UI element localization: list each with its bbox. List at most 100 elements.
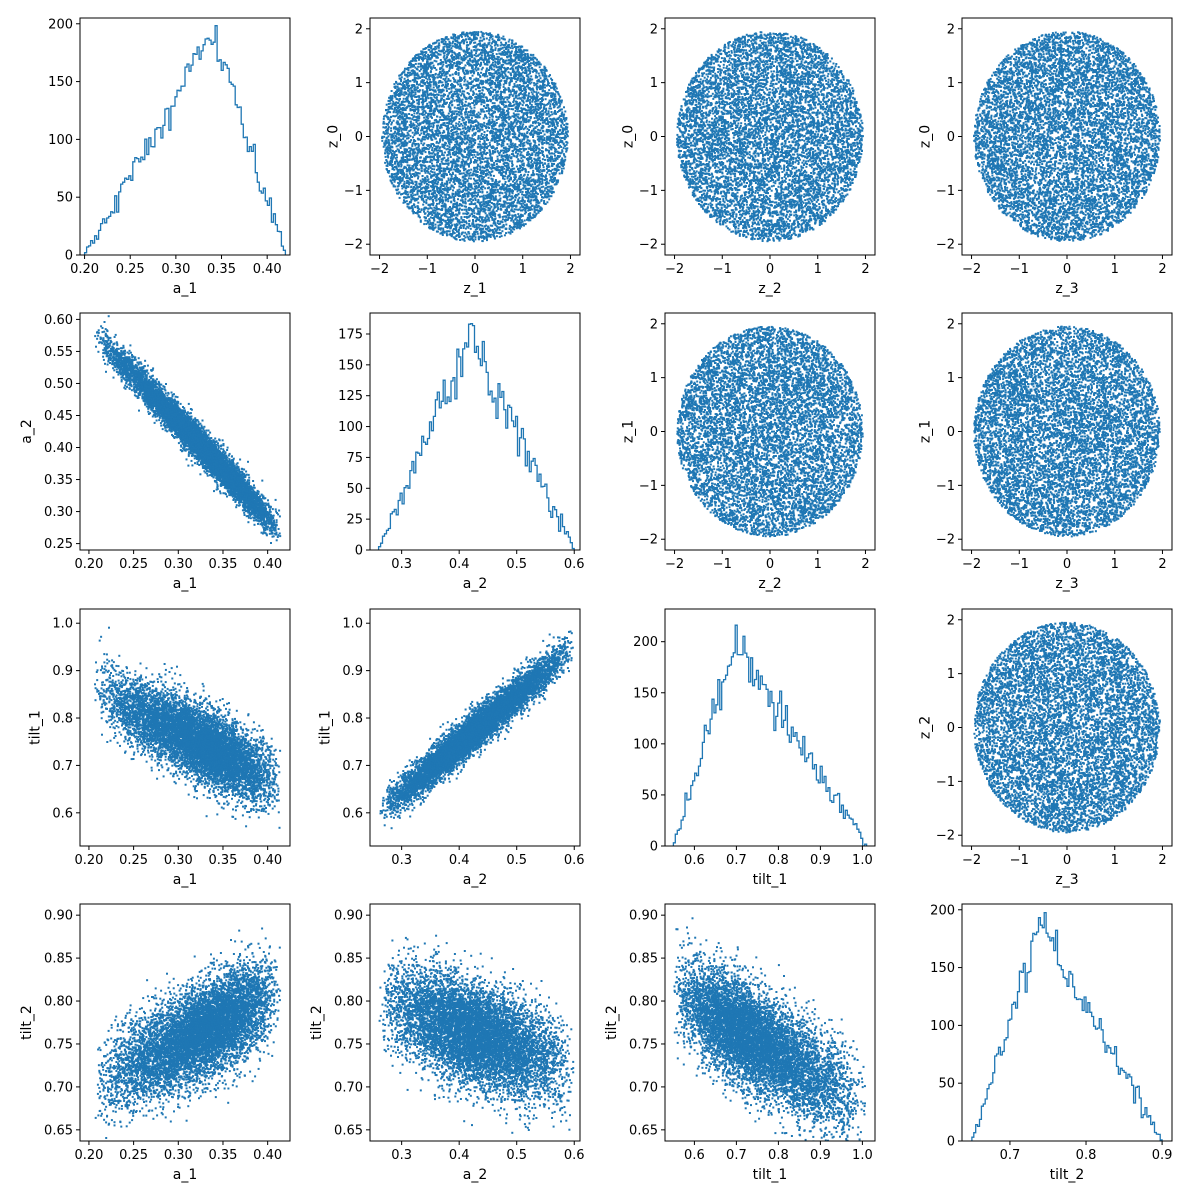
- scatter-point: [509, 53, 511, 55]
- scatter-point: [434, 96, 436, 98]
- scatter-point: [405, 107, 407, 109]
- scatter-point: [447, 157, 449, 159]
- scatter-point: [493, 66, 495, 68]
- scatter-point: [497, 158, 499, 160]
- scatter-point: [415, 167, 417, 169]
- scatter-point: [465, 228, 467, 230]
- scatter-point: [537, 179, 539, 181]
- scatter-point: [479, 116, 481, 118]
- scatter-point: [532, 93, 534, 95]
- scatter-point: [512, 47, 514, 49]
- scatter-point: [548, 113, 550, 115]
- scatter-point: [499, 166, 501, 168]
- scatter-point: [430, 136, 432, 138]
- scatter-point: [415, 77, 417, 79]
- scatter-point: [459, 227, 461, 229]
- scatter-point: [397, 113, 399, 115]
- scatter-point: [557, 122, 559, 124]
- scatter-point: [435, 51, 437, 53]
- scatter-point: [561, 168, 563, 170]
- scatter-point: [493, 69, 495, 71]
- scatter-point: [413, 134, 415, 136]
- scatter-point: [524, 168, 526, 170]
- scatter-point: [459, 76, 461, 78]
- scatter-point: [510, 108, 512, 110]
- scatter-point: [477, 168, 479, 170]
- scatter-point: [478, 90, 480, 92]
- scatter-point: [535, 91, 537, 93]
- scatter-point: [470, 53, 472, 55]
- scatter-point: [539, 164, 541, 166]
- x-tick-label: 0.40: [253, 262, 282, 277]
- scatter-point: [446, 80, 448, 82]
- scatter-point: [420, 221, 422, 223]
- scatter-point: [487, 100, 489, 102]
- scatter-point: [441, 202, 443, 204]
- scatter-point: [472, 112, 474, 114]
- scatter-point: [527, 142, 529, 144]
- x-tick-label: 0.30: [161, 262, 190, 277]
- scatter-point: [436, 153, 438, 155]
- scatter-point: [496, 181, 498, 183]
- scatter-point: [464, 237, 466, 239]
- scatter-point: [519, 181, 521, 183]
- scatter-point: [488, 61, 490, 63]
- scatter-point: [496, 232, 498, 234]
- y-tick-label: 0: [65, 249, 73, 264]
- scatter-point: [468, 93, 470, 95]
- scatter-point: [470, 90, 472, 92]
- scatter-point: [479, 196, 481, 198]
- scatter-point: [449, 68, 451, 70]
- scatter-point: [433, 219, 435, 221]
- scatter-point: [471, 188, 473, 190]
- scatter-point: [452, 110, 454, 112]
- scatter-point: [384, 144, 386, 146]
- scatter-point: [559, 129, 561, 131]
- scatter-point: [427, 107, 429, 109]
- scatter-point: [464, 76, 466, 78]
- scatter-point: [429, 93, 431, 95]
- scatter-point: [480, 146, 482, 148]
- scatter-point: [500, 232, 502, 234]
- scatter-point: [517, 146, 519, 148]
- scatter-point: [484, 201, 486, 203]
- scatter-point: [522, 104, 524, 106]
- scatter-point: [397, 138, 399, 140]
- scatter-point: [453, 56, 455, 58]
- scatter-point: [433, 125, 435, 127]
- scatter-point: [524, 220, 526, 222]
- scatter-point: [454, 144, 456, 146]
- scatter-point: [424, 182, 426, 184]
- scatter-point: [446, 233, 448, 235]
- scatter-point: [545, 111, 547, 113]
- scatter-point: [407, 180, 409, 182]
- scatter-point: [505, 101, 507, 103]
- scatter-point: [434, 153, 436, 155]
- scatter-point: [537, 169, 539, 171]
- scatter-point: [484, 131, 486, 133]
- scatter-point: [411, 93, 413, 95]
- scatter-point: [403, 176, 405, 178]
- scatter-point: [537, 193, 539, 195]
- scatter-point: [416, 125, 418, 127]
- scatter-point: [437, 53, 439, 55]
- scatter-point: [518, 65, 520, 67]
- scatter-point: [504, 97, 506, 99]
- scatter-point: [476, 128, 478, 130]
- scatter-point: [456, 142, 458, 144]
- scatter-point: [408, 64, 410, 66]
- scatter-point: [527, 174, 529, 176]
- scatter-point: [416, 96, 418, 98]
- scatter-point: [495, 148, 497, 150]
- scatter-point: [458, 48, 460, 50]
- scatter-point: [408, 147, 410, 149]
- scatter-point: [422, 136, 424, 138]
- scatter-point: [426, 131, 428, 133]
- scatter-point: [497, 56, 499, 58]
- scatter-point: [409, 92, 411, 94]
- scatter-point: [403, 94, 405, 96]
- scatter-point: [465, 101, 467, 103]
- scatter-point: [494, 215, 496, 217]
- scatter-point: [505, 131, 507, 133]
- scatter-point: [557, 151, 559, 153]
